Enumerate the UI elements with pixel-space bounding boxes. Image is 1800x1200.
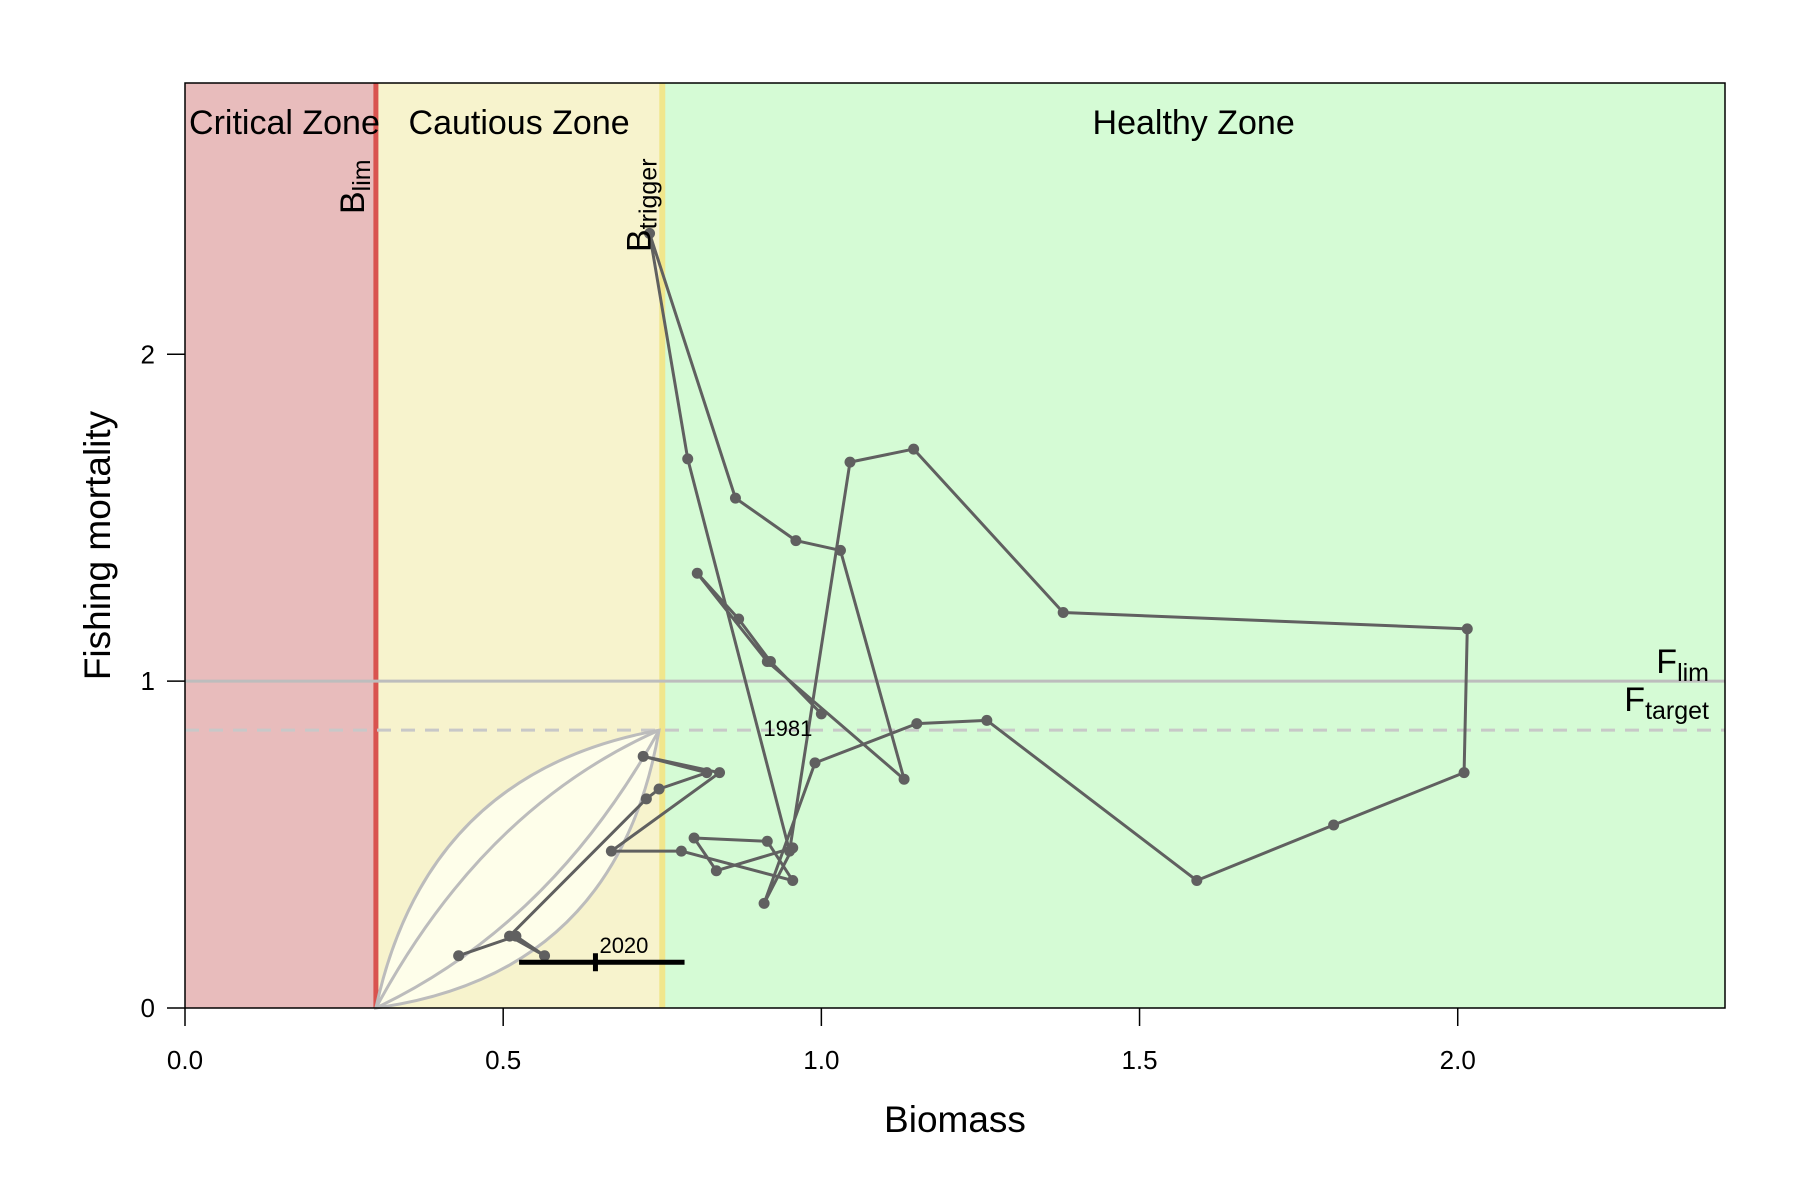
uncertainty-region-lower-curve	[375, 729, 661, 1010]
data-point	[682, 453, 694, 465]
data-point	[688, 832, 700, 844]
y-tick-label: 0	[141, 993, 155, 1023]
plot-frame	[184, 82, 1726, 1009]
uncertainty-region-layer	[373, 728, 661, 1010]
data-point	[761, 835, 773, 847]
zones-layer	[185, 83, 1725, 1008]
data-point	[911, 718, 923, 730]
data-point	[675, 845, 687, 857]
zone-label-healthy: Healthy Zone	[1093, 104, 1295, 142]
ftarget-label: Ftarget	[1624, 681, 1709, 725]
data-point	[1458, 767, 1470, 779]
blim-label: Blim	[334, 159, 376, 214]
y-tick-label: 2	[141, 339, 155, 369]
year-label-last: 2020	[599, 933, 648, 958]
year-label-first: 1981	[763, 716, 812, 741]
btrigger-label-sub: trigger	[634, 158, 662, 229]
data-point	[605, 845, 617, 857]
data-point	[701, 767, 713, 779]
x-tick-label: 0.5	[485, 1045, 521, 1075]
data-point	[787, 875, 799, 887]
data-point	[1191, 875, 1203, 887]
terminal-interval-layer	[519, 953, 685, 972]
x-axis-title: Biomass	[884, 1099, 1026, 1140]
y-tick-label: 1	[141, 666, 155, 696]
ftarget-label-main: F	[1624, 681, 1645, 719]
zone-critical-zone	[185, 83, 376, 1008]
data-point	[1328, 819, 1340, 831]
data-point	[710, 865, 722, 877]
zone-label-cautious: Cautious Zone	[409, 104, 630, 142]
blim-label-main: B	[334, 191, 372, 214]
data-point	[834, 544, 846, 556]
data-point	[898, 773, 910, 785]
btrigger-label: Btrigger	[620, 158, 662, 252]
data-point	[729, 492, 741, 504]
data-point	[761, 656, 773, 668]
x-tick-label: 0.0	[167, 1045, 203, 1075]
data-point	[539, 950, 551, 962]
reference-lines-layer	[185, 83, 1725, 1008]
data-point	[640, 793, 652, 805]
x-tick-label: 1.5	[1121, 1045, 1157, 1075]
data-point	[790, 535, 802, 547]
data-point	[981, 714, 993, 726]
data-point	[758, 897, 770, 909]
data-point	[653, 783, 665, 795]
y-axis-title: Fishing mortality	[77, 410, 118, 680]
data-point	[644, 227, 656, 239]
data-point	[1461, 623, 1473, 635]
ftarget-label-sub: target	[1645, 697, 1709, 725]
data-point	[733, 613, 745, 625]
flim-label: Flim	[1656, 643, 1709, 687]
axes-layer: 0.0 0.5 1.0 1.5 2.0 0 1 2	[141, 82, 1726, 1075]
uncertainty-region-outline	[373, 728, 661, 1010]
series-layer	[453, 227, 1473, 962]
data-point	[691, 567, 703, 579]
btrigger-label-main: B	[620, 229, 658, 252]
data-point	[714, 767, 726, 779]
flim-label-main: F	[1656, 643, 1677, 681]
data-point	[637, 750, 649, 762]
data-point	[908, 443, 920, 455]
data-point	[1057, 607, 1069, 619]
data-point	[787, 842, 799, 854]
data-point	[510, 930, 522, 942]
data-point	[844, 456, 856, 468]
blim-label-sub: lim	[348, 159, 376, 191]
flim-label-sub: lim	[1677, 659, 1709, 687]
data-point	[815, 708, 827, 720]
data-point	[809, 757, 821, 769]
x-tick-label: 1.0	[803, 1045, 839, 1075]
uncertainty-region-inner-curve	[374, 728, 660, 1009]
zone-label-critical: Critical Zone	[189, 104, 380, 142]
data-point	[453, 950, 465, 962]
x-tick-label: 2.0	[1440, 1045, 1476, 1075]
